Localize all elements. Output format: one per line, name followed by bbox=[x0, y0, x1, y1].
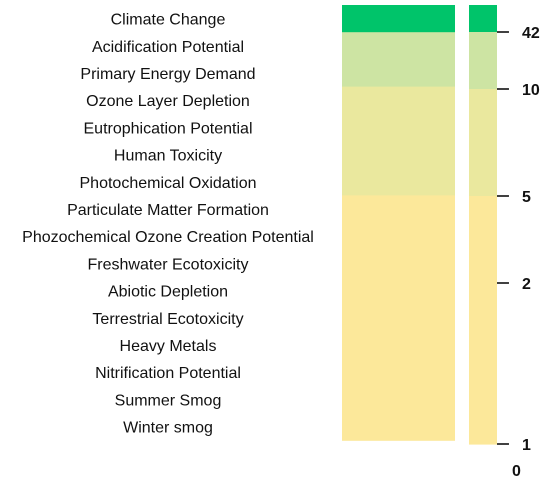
heatmap-cell bbox=[342, 249, 455, 278]
heatmap-cell bbox=[342, 5, 455, 33]
row-label: Eutrophication Potential bbox=[84, 120, 253, 137]
row-label: Primary Energy Demand bbox=[80, 66, 255, 83]
row-label: Acidification Potential bbox=[92, 39, 244, 56]
heatmap-cell bbox=[342, 385, 455, 414]
heatmap-cell bbox=[342, 304, 455, 332]
row-label: Human Toxicity bbox=[114, 148, 222, 165]
row-labels: Climate Change Acidification Potential Pri… bbox=[22, 12, 314, 437]
row-label: Abiotic Depletion bbox=[108, 284, 228, 301]
colorbar-band bbox=[469, 5, 497, 33]
colorbar-band bbox=[469, 196, 497, 445]
colorbar-tick-label: 10 bbox=[522, 82, 540, 99]
colorbar-tick-label: 1 bbox=[522, 437, 531, 454]
row-label: Ozone Layer Depletion bbox=[86, 93, 250, 110]
row-label: Winter smog bbox=[123, 420, 213, 437]
heatmap-cell bbox=[342, 86, 455, 115]
colorbar-tick-label: 42 bbox=[522, 25, 540, 42]
heatmap-cell bbox=[342, 222, 455, 251]
heatmap-cell bbox=[342, 413, 455, 441]
heatmap-cell bbox=[342, 113, 455, 142]
row-label: Climate Change bbox=[111, 12, 226, 29]
row-label: Heavy Metals bbox=[120, 338, 217, 355]
heatmap-cell bbox=[342, 331, 455, 360]
heatmap-cell bbox=[342, 141, 455, 169]
heatmap-cell bbox=[342, 168, 455, 196]
colorbar-band bbox=[469, 32, 497, 90]
row-label: Particulate Matter Formation bbox=[67, 202, 269, 219]
row-label: Nitrification Potential bbox=[95, 365, 241, 382]
heatmap-column bbox=[342, 5, 455, 441]
heatmap-cell bbox=[342, 32, 455, 60]
row-label: Summer Smog bbox=[115, 392, 222, 409]
row-label: Terrestrial Ecotoxicity bbox=[92, 311, 243, 328]
colorbar bbox=[469, 5, 497, 445]
colorbar-tick-label: 2 bbox=[522, 276, 531, 293]
row-label: Freshwater Ecotoxicity bbox=[88, 256, 249, 273]
colorbar-tick-label: 5 bbox=[522, 189, 531, 206]
heatmap-cell bbox=[342, 277, 455, 305]
row-label: Photochemical Oxidation bbox=[80, 175, 257, 192]
colorbar-band bbox=[469, 89, 497, 197]
heatmap-cell bbox=[342, 358, 455, 387]
colorbar-tick-label: 0 bbox=[512, 463, 521, 480]
row-label: Phozochemical Ozone Creation Potential bbox=[22, 229, 314, 246]
heatmap-cell bbox=[342, 195, 455, 224]
heatmap-cell bbox=[342, 59, 455, 88]
colorbar-ticks: 42 10 5 2 10 bbox=[497, 25, 540, 480]
